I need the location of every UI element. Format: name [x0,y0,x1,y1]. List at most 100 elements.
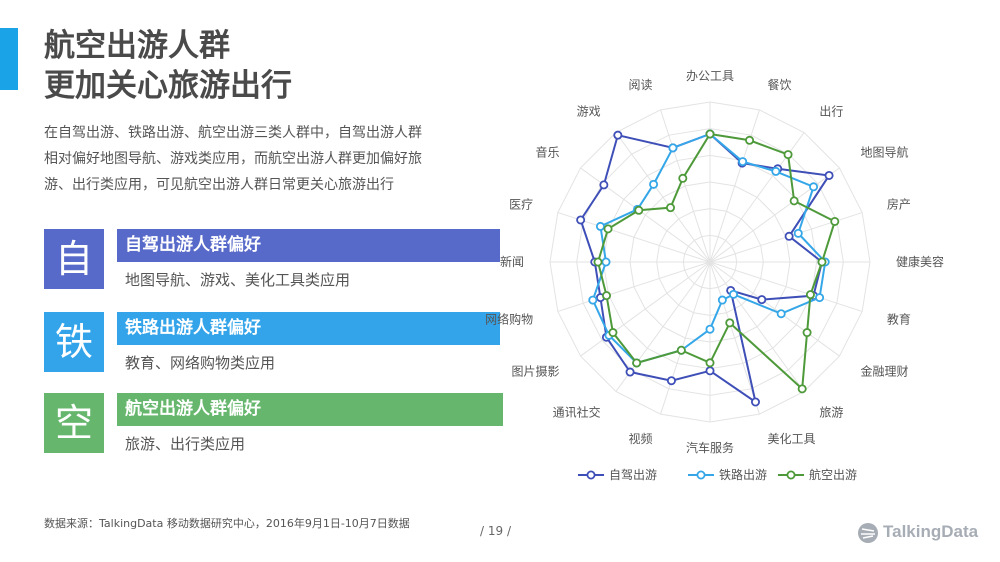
radar-axis-label: 汽车服务 [686,440,734,455]
intro-line-2: 相对偏好地图导航、游戏类应用，而航空出游人群更加偏好旅 [44,151,422,167]
radar-spoke [580,261,711,357]
radar-grid [549,101,871,423]
intro-line-3: 游、出行类应用，可见航空出游人群日常更关心旅游出行 [44,177,394,193]
radar-data-point [601,257,611,267]
radar-data-point [632,358,642,368]
radar-data-point [649,179,659,189]
radar-data-point [824,170,834,180]
category-railway-desc: 教育、网络购物类应用 [125,354,276,372]
radar-data-point [705,358,715,368]
radar-spoke [709,167,840,263]
radar-data-point [705,324,715,334]
radar-data-point [603,224,613,234]
radar-data-point [678,173,688,183]
radar-spoke [660,109,711,263]
radar-data-point [817,257,827,267]
logo-text: TalkingData [883,522,979,541]
radar-axis-label: 游戏 [577,105,601,119]
radar-data-point [593,257,603,267]
radar-spoke [709,109,760,263]
category-railway-title: 铁路出游人群偏好 [117,312,500,345]
radar-axis-label: 餐饮 [767,77,791,92]
radar-data-point [608,328,618,338]
radar-axis-label: 新闻 [500,254,524,269]
radar-data-point [717,295,727,305]
radar-axis-label: 健康美容 [896,254,944,269]
radar-data-point [802,328,812,338]
category-air-desc: 旅游、出行类应用 [125,435,246,453]
radar-axis-label: 办公工具 [686,68,734,83]
category-self-drive-icon: 自 [44,229,104,289]
radar-data-point [613,130,623,140]
category-self-drive-title: 自驾出游人群偏好 [117,229,500,262]
radar-axis-label: 旅游 [819,405,843,419]
radar-data-point [576,215,586,225]
radar-data-point [668,143,678,153]
radar-data-point [625,367,635,377]
radar-data-point [797,384,807,394]
title-line-2: 更加关心旅游出行 [44,68,292,104]
radar-data-point [666,203,676,213]
category-air-title: 航空出游人群偏好 [117,393,503,426]
legend-label: 自驾出游 [609,468,657,482]
radar-data-point [783,150,793,160]
radar-axis-label: 医疗 [509,198,533,212]
radar-data-point [815,293,825,303]
radar-data-point [666,376,676,386]
radar-axis-label: 美化工具 [767,432,815,446]
radar-data-point [588,295,598,305]
intro-text: 在自驾出游、铁路出游、航空出游三类人群中，自驾出游人群 相对偏好地图导航、游戏类… [44,120,469,198]
intro-line-1: 在自驾出游、铁路出游、航空出游三类人群中，自驾出游人群 [44,125,422,141]
radar-data-point [750,397,760,407]
radar-data-point [725,318,735,328]
radar-spoke [709,261,805,392]
radar-data-point [676,345,686,355]
radar-spoke [709,261,863,312]
radar-series-line [579,132,831,405]
talkingdata-logo: TalkingData [857,522,978,548]
radar-data-point [771,166,781,176]
radar-data-point [793,228,803,238]
radar-axis-label: 视频 [629,431,653,446]
legend-marker [786,470,796,480]
radar-spoke [660,261,711,415]
radar-data-point [705,129,715,139]
radar-spoke [580,167,711,263]
radar-axis-label: 教育 [887,311,911,326]
legend-marker [586,470,596,480]
legend-label: 航空出游 [809,467,857,482]
radar-data-point [729,289,739,299]
radar-data-point [599,180,609,190]
radar-axis-label: 图片摄影 [512,363,560,378]
radar-data-point [776,309,786,319]
title-line-1: 航空出游人群 [44,28,230,64]
radar-axis-label: 金融理财 [860,363,908,378]
radar-spoke [557,261,711,312]
radar-axis-label: 音乐 [536,145,560,160]
radar-data-point [757,295,767,305]
category-air-icon: 空 [44,393,104,453]
data-source: 数据来源：TalkingData 移动数据研究中心，2016年9月1日-10月7… [44,517,410,530]
radar-axis-label: 房产 [887,197,911,212]
category-railway-icon: 铁 [44,312,104,372]
category-self-drive-desc: 地图导航、游戏、美化工具类应用 [125,271,351,289]
radar-data-point [784,231,794,241]
radar-data-point [634,205,644,215]
radar-legend: 自驾出游 铁路出游 航空出游 [578,467,857,482]
page-number: / 19 / [480,524,511,538]
radar-axis-label: 网络购物 [485,311,533,326]
radar-data-point [595,221,605,231]
radar-axis-label: 阅读 [629,78,653,92]
radar-data-point [602,291,612,301]
page-title: 航空出游人群 更加关心旅游出行 [44,26,292,106]
radar-data-point [789,196,799,206]
radar-data-point [805,290,815,300]
radar-data-point [830,216,840,226]
radar-axis-label: 出行 [819,105,843,119]
legend-label: 铁路出游 [719,467,767,482]
radar-data-point [705,366,715,376]
radar-spoke [709,261,840,357]
title-accent-bar [0,28,18,90]
logo-icon [858,523,878,543]
